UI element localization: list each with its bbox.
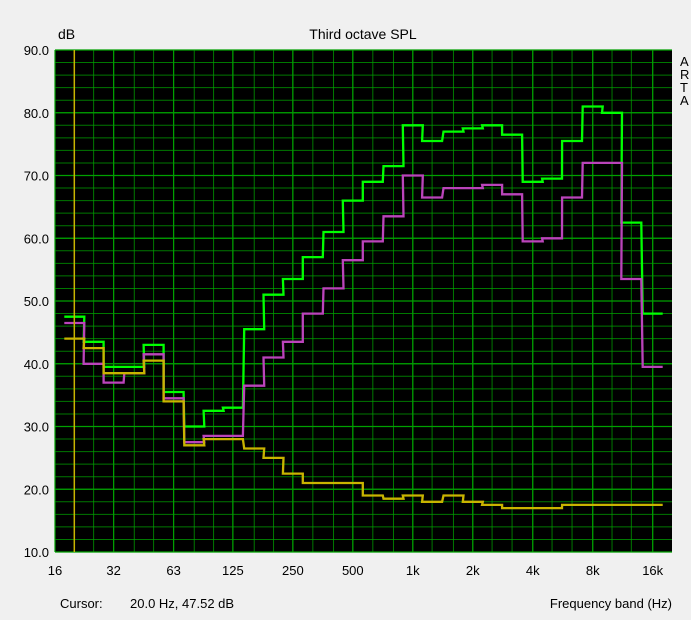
grid-lines bbox=[54, 49, 672, 553]
y-tick-label: 70.0 bbox=[24, 169, 49, 184]
x-tick-label: 16 bbox=[48, 563, 62, 578]
y-tick-label: 50.0 bbox=[24, 294, 49, 309]
y-tick-label: 90.0 bbox=[24, 43, 49, 58]
x-tick-label: 16k bbox=[642, 563, 663, 578]
y-tick-labels: 10.0 20.0 30.0 40.0 50.0 60.0 70.0 80.0 90.0 bbox=[24, 43, 49, 560]
x-tick-labels: 16 32 63 125 250 500 1k 2k 4k 8k 16k bbox=[48, 563, 664, 578]
series-line-3 bbox=[64, 337, 663, 510]
y-tick-label: 40.0 bbox=[24, 357, 49, 372]
legend-letter: R bbox=[680, 67, 689, 82]
x-axis-label: Frequency band (Hz) bbox=[550, 596, 672, 611]
x-tick-label: 4k bbox=[526, 563, 540, 578]
y-tick-label: 80.0 bbox=[24, 106, 49, 121]
legend-letter: A bbox=[680, 54, 689, 69]
x-tick-label: 125 bbox=[222, 563, 244, 578]
y-tick-label: 30.0 bbox=[24, 420, 49, 435]
chart-title: Third octave SPL bbox=[309, 26, 417, 42]
x-tick-label: 63 bbox=[166, 563, 180, 578]
y-tick-label: 60.0 bbox=[24, 231, 49, 246]
cursor-label: Cursor: bbox=[60, 596, 103, 611]
x-tick-label: 250 bbox=[282, 563, 304, 578]
x-tick-label: 32 bbox=[106, 563, 120, 578]
cursor-readout: 20.0 Hz, 47.52 dB bbox=[130, 596, 234, 611]
y-tick-label: 10.0 bbox=[24, 545, 49, 560]
y-axis-label: dB bbox=[58, 26, 75, 42]
legend-letter: T bbox=[680, 80, 688, 95]
series-lines bbox=[64, 105, 663, 510]
x-tick-label: 8k bbox=[586, 563, 600, 578]
legend-letter: A bbox=[680, 93, 689, 108]
x-tick-label: 2k bbox=[466, 563, 480, 578]
x-tick-label: 500 bbox=[342, 563, 364, 578]
x-tick-label: 1k bbox=[406, 563, 420, 578]
y-tick-label: 20.0 bbox=[24, 482, 49, 497]
